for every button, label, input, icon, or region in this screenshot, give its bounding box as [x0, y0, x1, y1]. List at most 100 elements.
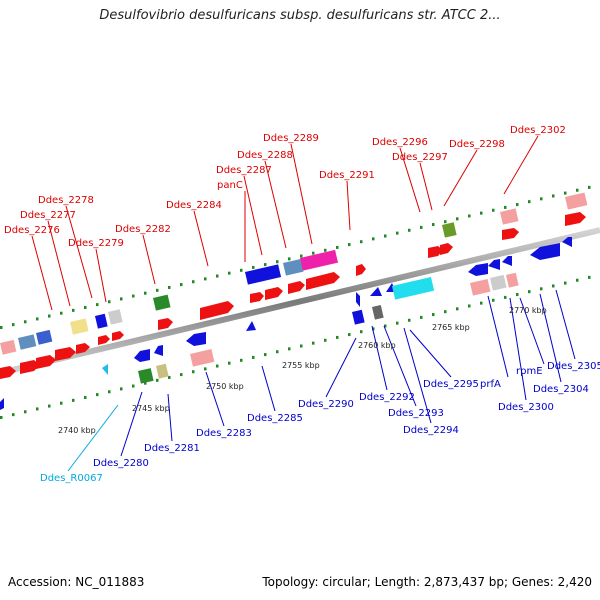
- tick-dot: [60, 401, 63, 405]
- gene-label-reverse[interactable]: Ddes_2305: [547, 361, 600, 372]
- gene-feature-forward[interactable]: [70, 318, 89, 335]
- gene-feature-forward[interactable]: [18, 334, 37, 350]
- gene-feature-forward[interactable]: [500, 208, 519, 225]
- gene-feature-forward[interactable]: [0, 366, 16, 379]
- gene-label-forward[interactable]: panC: [217, 180, 243, 191]
- gene-label-forward[interactable]: Ddes_2276: [4, 225, 60, 236]
- gene-feature-forward[interactable]: [158, 318, 173, 330]
- gene-feature-reverse[interactable]: [186, 332, 206, 346]
- rna-label[interactable]: Ddes_R0067: [40, 473, 103, 484]
- gene-label-forward[interactable]: Ddes_2291: [319, 170, 375, 181]
- gene-feature-reverse[interactable]: [562, 237, 572, 247]
- tick-dot: [108, 300, 111, 304]
- gene-feature-reverse[interactable]: [392, 277, 435, 300]
- gene-label-reverse[interactable]: Ddes_2290: [298, 399, 354, 410]
- gene-feature-reverse[interactable]: [246, 321, 256, 331]
- gene-feature-forward[interactable]: [107, 309, 123, 325]
- gene-feature-reverse[interactable]: [154, 345, 163, 356]
- gene-label-forward[interactable]: Ddes_2302: [510, 125, 566, 136]
- gene-feature-forward[interactable]: [20, 360, 40, 374]
- gene-feature-reverse[interactable]: [502, 256, 512, 266]
- gene-feature-reverse[interactable]: [352, 309, 365, 325]
- gene-feature-reverse[interactable]: [370, 287, 382, 296]
- gene-feature-reverse[interactable]: [530, 243, 560, 260]
- gene-label-reverse[interactable]: Ddes_2292: [359, 392, 415, 403]
- tick-dot: [492, 208, 495, 212]
- leader-line: [519, 297, 545, 365]
- reverse-gene-labels: Ddes_R0067 Ddes_2280 Ddes_2281 Ddes_2283 Dde…: [40, 361, 600, 484]
- gene-label-reverse[interactable]: prfA: [480, 379, 501, 390]
- gene-feature-forward[interactable]: [98, 335, 110, 345]
- gene-label-forward[interactable]: Ddes_2287: [216, 165, 272, 176]
- gene-feature-reverse[interactable]: [372, 304, 384, 320]
- gene-label-reverse[interactable]: Ddes_2295: [423, 379, 479, 390]
- tick-dot: [120, 297, 123, 301]
- leader-line: [409, 329, 452, 378]
- gene-label-reverse[interactable]: rpmE: [516, 366, 543, 377]
- tick-dot: [336, 335, 339, 339]
- scale-label: 2760 kbp: [358, 341, 396, 350]
- gene-feature-reverse[interactable]: [505, 272, 519, 288]
- gene-feature-forward[interactable]: [245, 264, 282, 285]
- gene-feature-forward[interactable]: [442, 222, 457, 238]
- gene-feature-forward[interactable]: [283, 258, 304, 276]
- gene-label-forward[interactable]: Ddes_2279: [68, 238, 124, 249]
- gene-feature-reverse[interactable]: [490, 274, 507, 291]
- gene-label-reverse[interactable]: Ddes_2280: [93, 458, 149, 469]
- gene-feature-reverse[interactable]: [0, 398, 4, 410]
- tick-dot: [408, 228, 411, 232]
- gene-label-reverse[interactable]: Ddes_2300: [498, 402, 554, 413]
- gene-feature-forward[interactable]: [565, 212, 586, 226]
- gene-label-forward[interactable]: Ddes_2296: [372, 137, 428, 148]
- gene-label-forward[interactable]: Ddes_2282: [115, 224, 171, 235]
- gene-feature-forward[interactable]: [95, 313, 108, 329]
- page-title: Desulfovibrio desulfuricans subsp. desul…: [99, 8, 501, 23]
- gene-label-reverse[interactable]: Ddes_2281: [144, 443, 200, 454]
- gene-feature-forward[interactable]: [250, 292, 264, 303]
- gene-feature-reverse[interactable]: [138, 368, 154, 384]
- gene-feature-forward[interactable]: [112, 331, 124, 341]
- gene-feature-forward[interactable]: [36, 355, 56, 369]
- gene-feature-forward[interactable]: [300, 249, 339, 271]
- gene-feature-reverse[interactable]: [190, 349, 215, 367]
- rna-feature[interactable]: [102, 364, 108, 375]
- gene-label-forward[interactable]: Ddes_2297: [392, 152, 448, 163]
- gene-feature-forward[interactable]: [76, 343, 90, 354]
- tick-dot: [12, 323, 15, 327]
- tick-dot: [276, 350, 279, 354]
- tick-dot: [552, 284, 555, 288]
- gene-feature-reverse[interactable]: [156, 363, 169, 379]
- gene-feature-forward[interactable]: [200, 301, 234, 320]
- gene-label-reverse[interactable]: Ddes_2304: [533, 384, 589, 395]
- leader-line: [555, 289, 576, 360]
- gene-label-forward[interactable]: Ddes_2289: [263, 133, 319, 144]
- gene-label-reverse[interactable]: Ddes_2294: [403, 425, 459, 436]
- gene-label-reverse[interactable]: Ddes_2285: [247, 413, 303, 424]
- gene-label-forward[interactable]: Ddes_2288: [237, 150, 293, 161]
- leader-line: [503, 135, 539, 195]
- gene-feature-forward[interactable]: [502, 228, 519, 240]
- gene-label-forward[interactable]: Ddes_2284: [166, 200, 222, 211]
- gene-feature-forward[interactable]: [36, 329, 53, 345]
- gene-feature-reverse[interactable]: [134, 349, 150, 362]
- gene-label-forward[interactable]: Ddes_2277: [20, 210, 76, 221]
- gene-label-forward[interactable]: Ddes_2298: [449, 139, 505, 150]
- gene-feature-reverse[interactable]: [356, 292, 360, 307]
- gene-feature-forward[interactable]: [565, 192, 588, 210]
- leader-line: [509, 297, 527, 401]
- gene-feature-reverse[interactable]: [488, 259, 500, 270]
- gene-feature-forward[interactable]: [440, 243, 453, 255]
- gene-feature-forward[interactable]: [288, 281, 305, 294]
- gene-feature-forward[interactable]: [153, 294, 171, 311]
- gene-label-forward[interactable]: Ddes_2278: [38, 195, 94, 206]
- gene-feature-reverse[interactable]: [469, 278, 491, 296]
- gene-feature-forward[interactable]: [428, 246, 443, 258]
- gene-feature-reverse[interactable]: [468, 263, 488, 276]
- gene-feature-forward[interactable]: [306, 272, 340, 290]
- gene-label-reverse[interactable]: Ddes_2283: [196, 428, 252, 439]
- gene-feature-forward[interactable]: [55, 347, 76, 361]
- gene-label-reverse[interactable]: Ddes_2293: [388, 408, 444, 419]
- gene-feature-forward[interactable]: [0, 339, 17, 355]
- gene-feature-forward[interactable]: [356, 264, 366, 276]
- gene-feature-forward[interactable]: [265, 287, 283, 300]
